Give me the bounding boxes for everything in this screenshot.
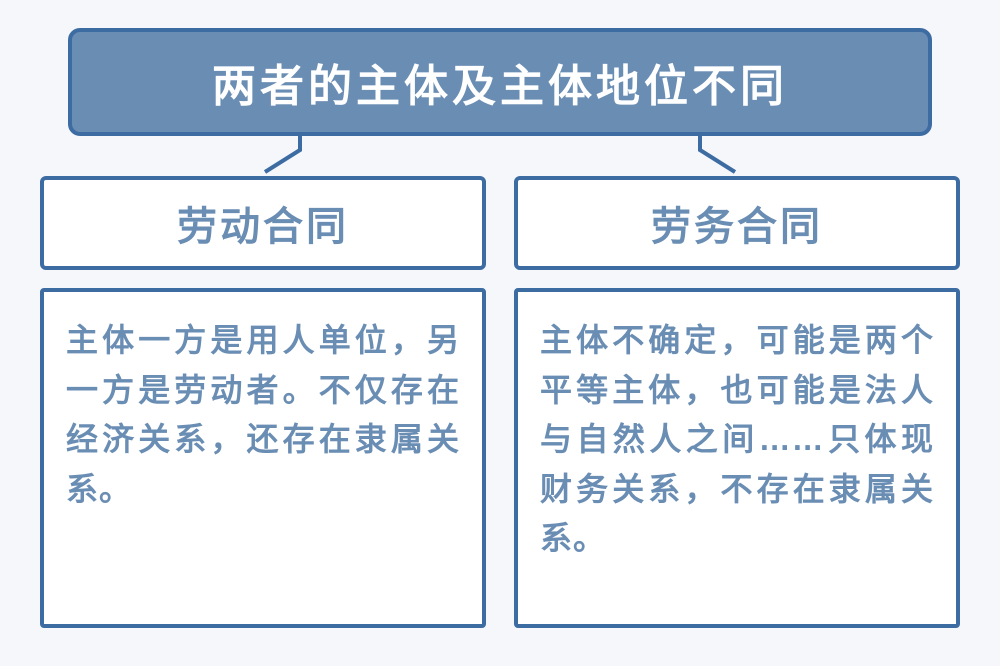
- diagram-container: 两者的主体及主体地位不同 劳动合同 主体一方是用人单位，另一方是劳动者。不仅存在…: [0, 0, 1000, 666]
- column-left: 劳动合同 主体一方是用人单位，另一方是劳动者。不仅存在经济关系，还存在隶属关系。: [40, 176, 486, 628]
- columns-wrapper: 劳动合同 主体一方是用人单位，另一方是劳动者。不仅存在经济关系，还存在隶属关系。…: [40, 176, 960, 628]
- right-body: 主体不确定，可能是两个平等主体，也可能是法人与自然人之间……只体现财务关系，不存…: [514, 288, 960, 628]
- right-header: 劳务合同: [514, 176, 960, 270]
- title-text: 两者的主体及主体地位不同: [212, 62, 788, 111]
- title-box: 两者的主体及主体地位不同: [68, 28, 932, 136]
- column-right: 劳务合同 主体不确定，可能是两个平等主体，也可能是法人与自然人之间……只体现财务…: [514, 176, 960, 628]
- left-header: 劳动合同: [40, 176, 486, 270]
- left-body: 主体一方是用人单位，另一方是劳动者。不仅存在经济关系，还存在隶属关系。: [40, 288, 486, 628]
